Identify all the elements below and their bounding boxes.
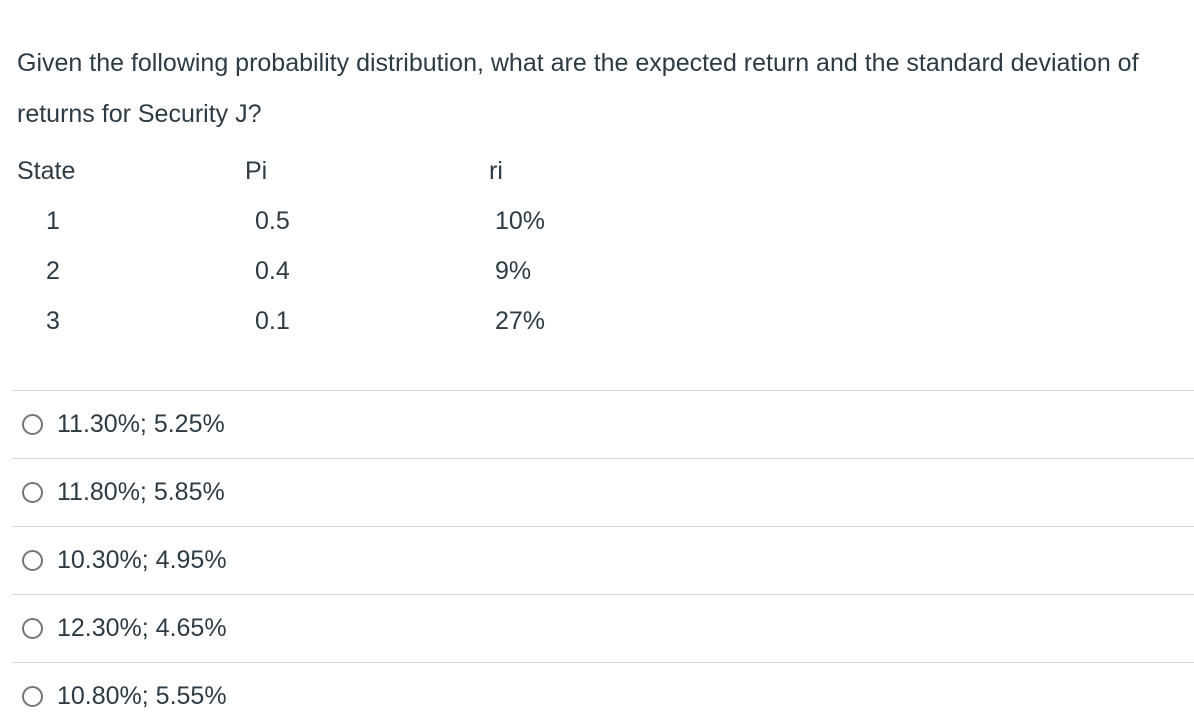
table-cell-ri: 27% [495,307,546,335]
table-cell-state: 1 [46,207,60,235]
answer-option-label[interactable]: 10.30%; 4.95% [57,546,227,574]
radio-button-icon[interactable] [22,686,43,707]
radio-button-icon[interactable] [22,550,43,571]
table-cell-state: 3 [46,307,60,335]
answer-option-4[interactable]: 12.30%; 4.65% [12,594,1194,662]
answer-option-label[interactable]: 10.80%; 5.55% [57,682,227,710]
table-cell-pi: 0.1 [255,307,290,335]
radio-button-icon[interactable] [22,414,43,435]
table-cell-pi: 0.5 [255,207,290,235]
table-header-ri: ri [489,157,503,185]
table-cell-pi: 0.4 [255,257,290,285]
answer-option-2[interactable]: 11.80%; 5.85% [12,458,1194,526]
answer-option-label[interactable]: 11.80%; 5.85% [57,478,225,506]
answer-option-5[interactable]: 10.80%; 5.55% [12,662,1194,722]
answer-option-label[interactable]: 12.30%; 4.65% [57,614,227,642]
table-header-state: State [17,157,76,185]
radio-button-icon[interactable] [22,482,43,503]
table-header-pi: Pi [245,157,268,185]
question-text: Given the following probability distribu… [17,49,1139,128]
table-cell-ri: 10% [495,207,546,235]
table-cell-state: 2 [46,257,60,285]
radio-button-icon[interactable] [22,618,43,639]
answer-option-1[interactable]: 11.30%; 5.25% [12,390,1194,458]
answer-option-label[interactable]: 11.30%; 5.25% [57,410,225,438]
table-cell-ri: 9% [495,257,532,285]
probability-distribution-table: State Pi ri 1 0.5 10% 2 0.4 9% 3 0.1 27% [17,146,1194,346]
answer-options: 11.30%; 5.25% 11.80%; 5.85% 10.30%; 4.95… [12,390,1194,722]
answer-option-3[interactable]: 10.30%; 4.95% [12,526,1194,594]
